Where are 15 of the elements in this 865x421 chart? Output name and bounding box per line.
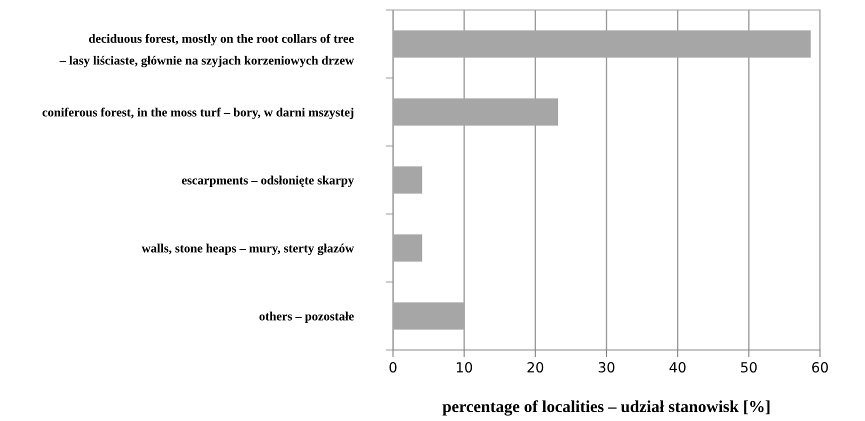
bar (393, 166, 422, 194)
x-tick-label: 30 (598, 362, 614, 373)
x-tick-label: 60 (812, 362, 828, 373)
y-tick-label: others – pozostałe (259, 312, 354, 323)
x-tick-label: 0 (389, 362, 396, 373)
x-tick-label: 20 (528, 362, 544, 373)
bar (393, 234, 422, 262)
x-tick-label: 50 (741, 362, 757, 373)
y-tick-label: deciduous forest, mostly on the root collars of tree – lasy liściaste, głównie na szyjach korzeniowych drzew (60, 34, 354, 68)
x-tick-label: 10 (456, 362, 472, 373)
y-tick-label: escarpments – odsłonięte skarpy (182, 176, 354, 188)
x-axis-title: percentage of localities – udział stanowisk [%] (442, 400, 770, 416)
y-tick-label: coniferous forest, in the moss turf – bory, w darni mszystej (42, 108, 354, 120)
x-tick-label: 40 (670, 362, 686, 373)
y-tick-label: walls, stone heaps – mury, sterty głazów (142, 244, 354, 256)
